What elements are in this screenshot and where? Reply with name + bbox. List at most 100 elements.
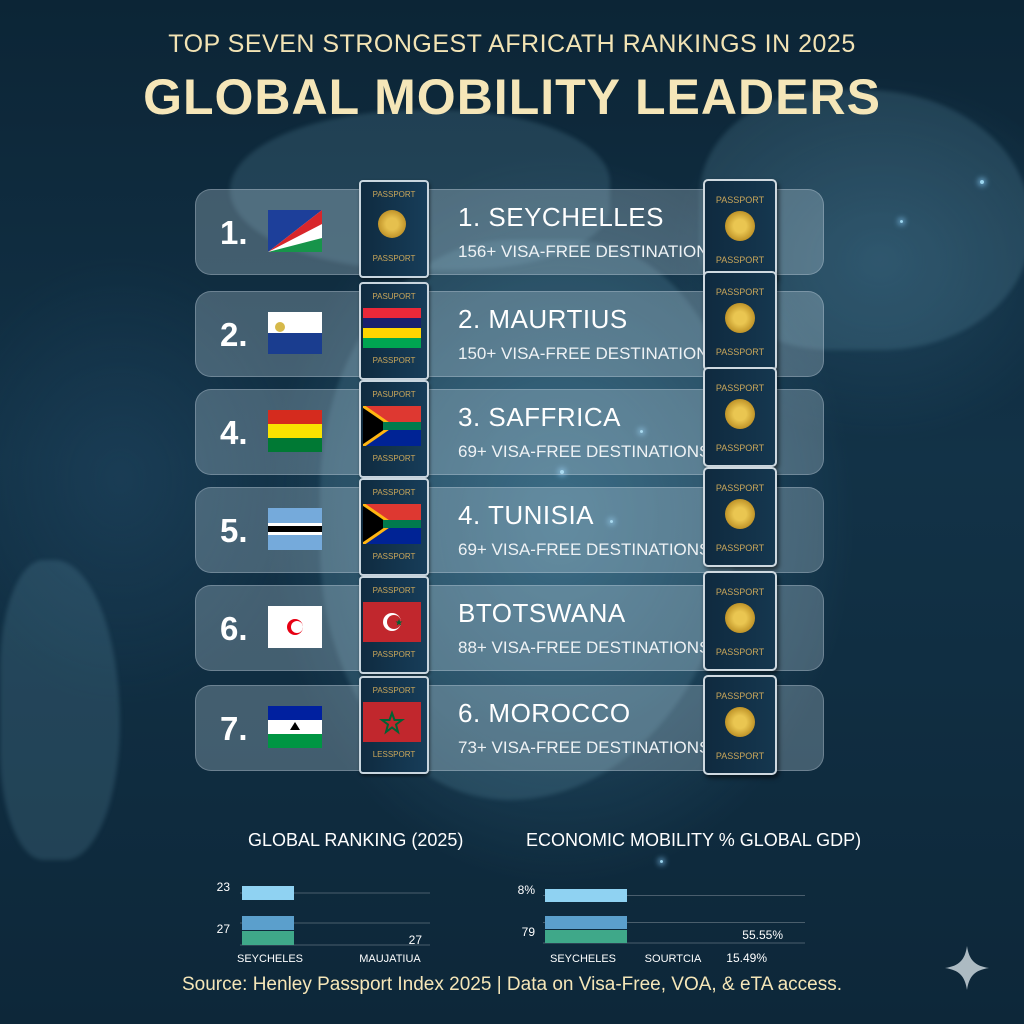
passport-label: PASSPORT <box>372 488 416 497</box>
city-light <box>560 470 564 474</box>
globe-emblem-icon <box>725 399 755 429</box>
globe-emblem-icon <box>725 499 755 529</box>
flag-icon <box>363 308 421 348</box>
y-tick-label: 79 <box>522 925 536 939</box>
passport-label: PASSPORT <box>372 454 416 463</box>
bar <box>242 916 294 930</box>
source-note: Source: Henley Passport Index 2025 | Dat… <box>181 974 843 995</box>
passport-label: PASSPORT <box>372 254 416 263</box>
flag-icon <box>268 410 322 452</box>
passport-label: PASSPORT <box>715 647 765 657</box>
country-name: 3. SAFFRICA <box>458 402 621 432</box>
passport-label: PASSPORT <box>715 347 765 357</box>
country-name: BTOTSWANA <box>458 598 626 628</box>
flag-icon <box>268 606 322 648</box>
city-light <box>980 180 984 184</box>
chart-title: GLOBAL RANKING (2025) <box>248 830 464 850</box>
rank-number: 7. <box>220 710 248 747</box>
passport-label: PASSPORT <box>715 751 765 761</box>
map-americas <box>0 560 120 860</box>
passport-icon: PASSPORT LESSPORT <box>359 676 429 774</box>
ranking-row: 4. PASUPORT PASSPORT 3. SAFFRICA 69+ VIS… <box>195 380 824 478</box>
y-tick-label: 27 <box>217 922 231 936</box>
country-name: 4. TUNISIA <box>458 500 595 530</box>
passport-label: PASSPORT <box>372 686 416 695</box>
rank-number: 5. <box>220 512 248 549</box>
passport-label: PASSPORT <box>715 255 765 265</box>
global-ranking-chart: 23 27 SEYCHELES MAUJATIUA 27 <box>217 880 430 964</box>
destinations-count: 69+ VISA-FREE DESTINATIONS <box>458 540 711 559</box>
flag-icon <box>268 312 322 354</box>
passport-label: PASSPORT <box>715 483 765 493</box>
city-light <box>640 430 643 433</box>
passport-icon: PASSPORT PASSPORT <box>359 180 429 278</box>
destinations-count: 69+ VISA-FREE DESTINATIONS <box>458 442 711 461</box>
sparkle-icon <box>945 946 989 990</box>
rank-number: 4. <box>220 414 248 451</box>
passport-label: PASSPORT <box>715 587 765 597</box>
y-tick-label: 8% <box>518 883 536 897</box>
passport-icon: PASSPORT PASSPORT <box>703 467 777 567</box>
passport-icon: PASSPORT PASSPORT <box>359 478 429 576</box>
country-name: 2. MAURTIUS <box>458 304 628 334</box>
flag-icon <box>268 706 322 748</box>
value-label: 27 <box>409 933 423 947</box>
category-label: SEYCHELES <box>237 953 303 964</box>
flag-icon <box>363 406 421 446</box>
passport-label: PASUPORT <box>372 390 416 399</box>
y-tick-label: 23 <box>217 880 231 894</box>
destinations-count: 73+ VISA-FREE DESTINATIONS <box>458 738 711 757</box>
category-label: SOURTCIA <box>645 953 702 964</box>
bar <box>545 916 627 929</box>
category-label: SEYCHELES <box>550 953 616 964</box>
passport-label: PASSPORT <box>372 552 416 561</box>
destinations-count: 88+ VISA-FREE DESTINATIONS <box>458 638 711 657</box>
bar <box>545 889 627 902</box>
bar <box>545 930 627 943</box>
passport-label: PASUPORT <box>372 292 416 301</box>
globe-emblem-icon <box>378 210 406 238</box>
passport-icon: PASSPORT PASSPORT <box>703 571 777 671</box>
passport-label: PASSPORT <box>715 691 765 701</box>
globe-emblem-icon <box>725 707 755 737</box>
page-subtitle: TOP SEVEN STRONGEST AFRICATH RANKINGS IN… <box>168 30 856 58</box>
city-light <box>660 860 663 863</box>
bar <box>242 931 294 945</box>
passport-icon: PASSPORT PASSPORT <box>359 576 429 674</box>
passport-label: PASSPORT <box>715 195 765 205</box>
passport-label: LESSPORT <box>372 750 416 759</box>
globe-emblem-icon <box>725 303 755 333</box>
passport-label: PASSPORT <box>372 586 416 595</box>
value-label: 15.49% <box>726 951 767 964</box>
passport-label: PASSPORT <box>372 356 416 365</box>
rank-number: 6. <box>220 610 248 647</box>
passport-icon: PASSPORT PASSPORT <box>703 675 777 775</box>
category-label: MAUJATIUA <box>359 953 421 964</box>
value-label: 55.55% <box>742 928 783 942</box>
passport-icon: PASSPORT PASSPORT <box>703 367 777 467</box>
chart-title: ECONOMIC MOBILITY % GLOBAL GDP) <box>526 830 862 850</box>
destinations-count: 156+ VISA-FREE DESTINATIONS <box>458 242 720 261</box>
passport-label: PASSPORT <box>372 650 416 659</box>
page-title: GLOBAL MOBILITY LEADERS <box>143 69 881 125</box>
bar <box>242 886 294 900</box>
passport-icon: PASUPORT PASSPORT <box>359 282 429 380</box>
city-light <box>610 520 613 523</box>
passport-label: PASSPORT <box>715 383 765 393</box>
flag-icon <box>363 702 421 742</box>
passport-label: PASSPORT <box>372 190 416 199</box>
passport-icon: PASSPORT PASSPORT <box>703 179 777 279</box>
city-light <box>900 220 903 223</box>
passport-icon: PASSPORT PASSPORT <box>703 271 777 371</box>
destinations-count: 150+ VISA-FREE DESTINATIONS <box>458 344 720 363</box>
flag-icon <box>363 602 421 642</box>
globe-emblem-icon <box>725 211 755 241</box>
passport-label: PASSPORT <box>715 443 765 453</box>
passport-label: PASSPORT <box>715 543 765 553</box>
globe-emblem-icon <box>725 603 755 633</box>
country-name: 1. SEYCHELLES <box>458 202 664 232</box>
flag-icon <box>268 508 322 550</box>
country-name: 6. MOROCCO <box>458 698 631 728</box>
flag-icon <box>363 504 421 544</box>
ranking-row: 6. PASSPORT PASSPORT BTOTSWANA 88+ VISA-… <box>195 576 824 674</box>
